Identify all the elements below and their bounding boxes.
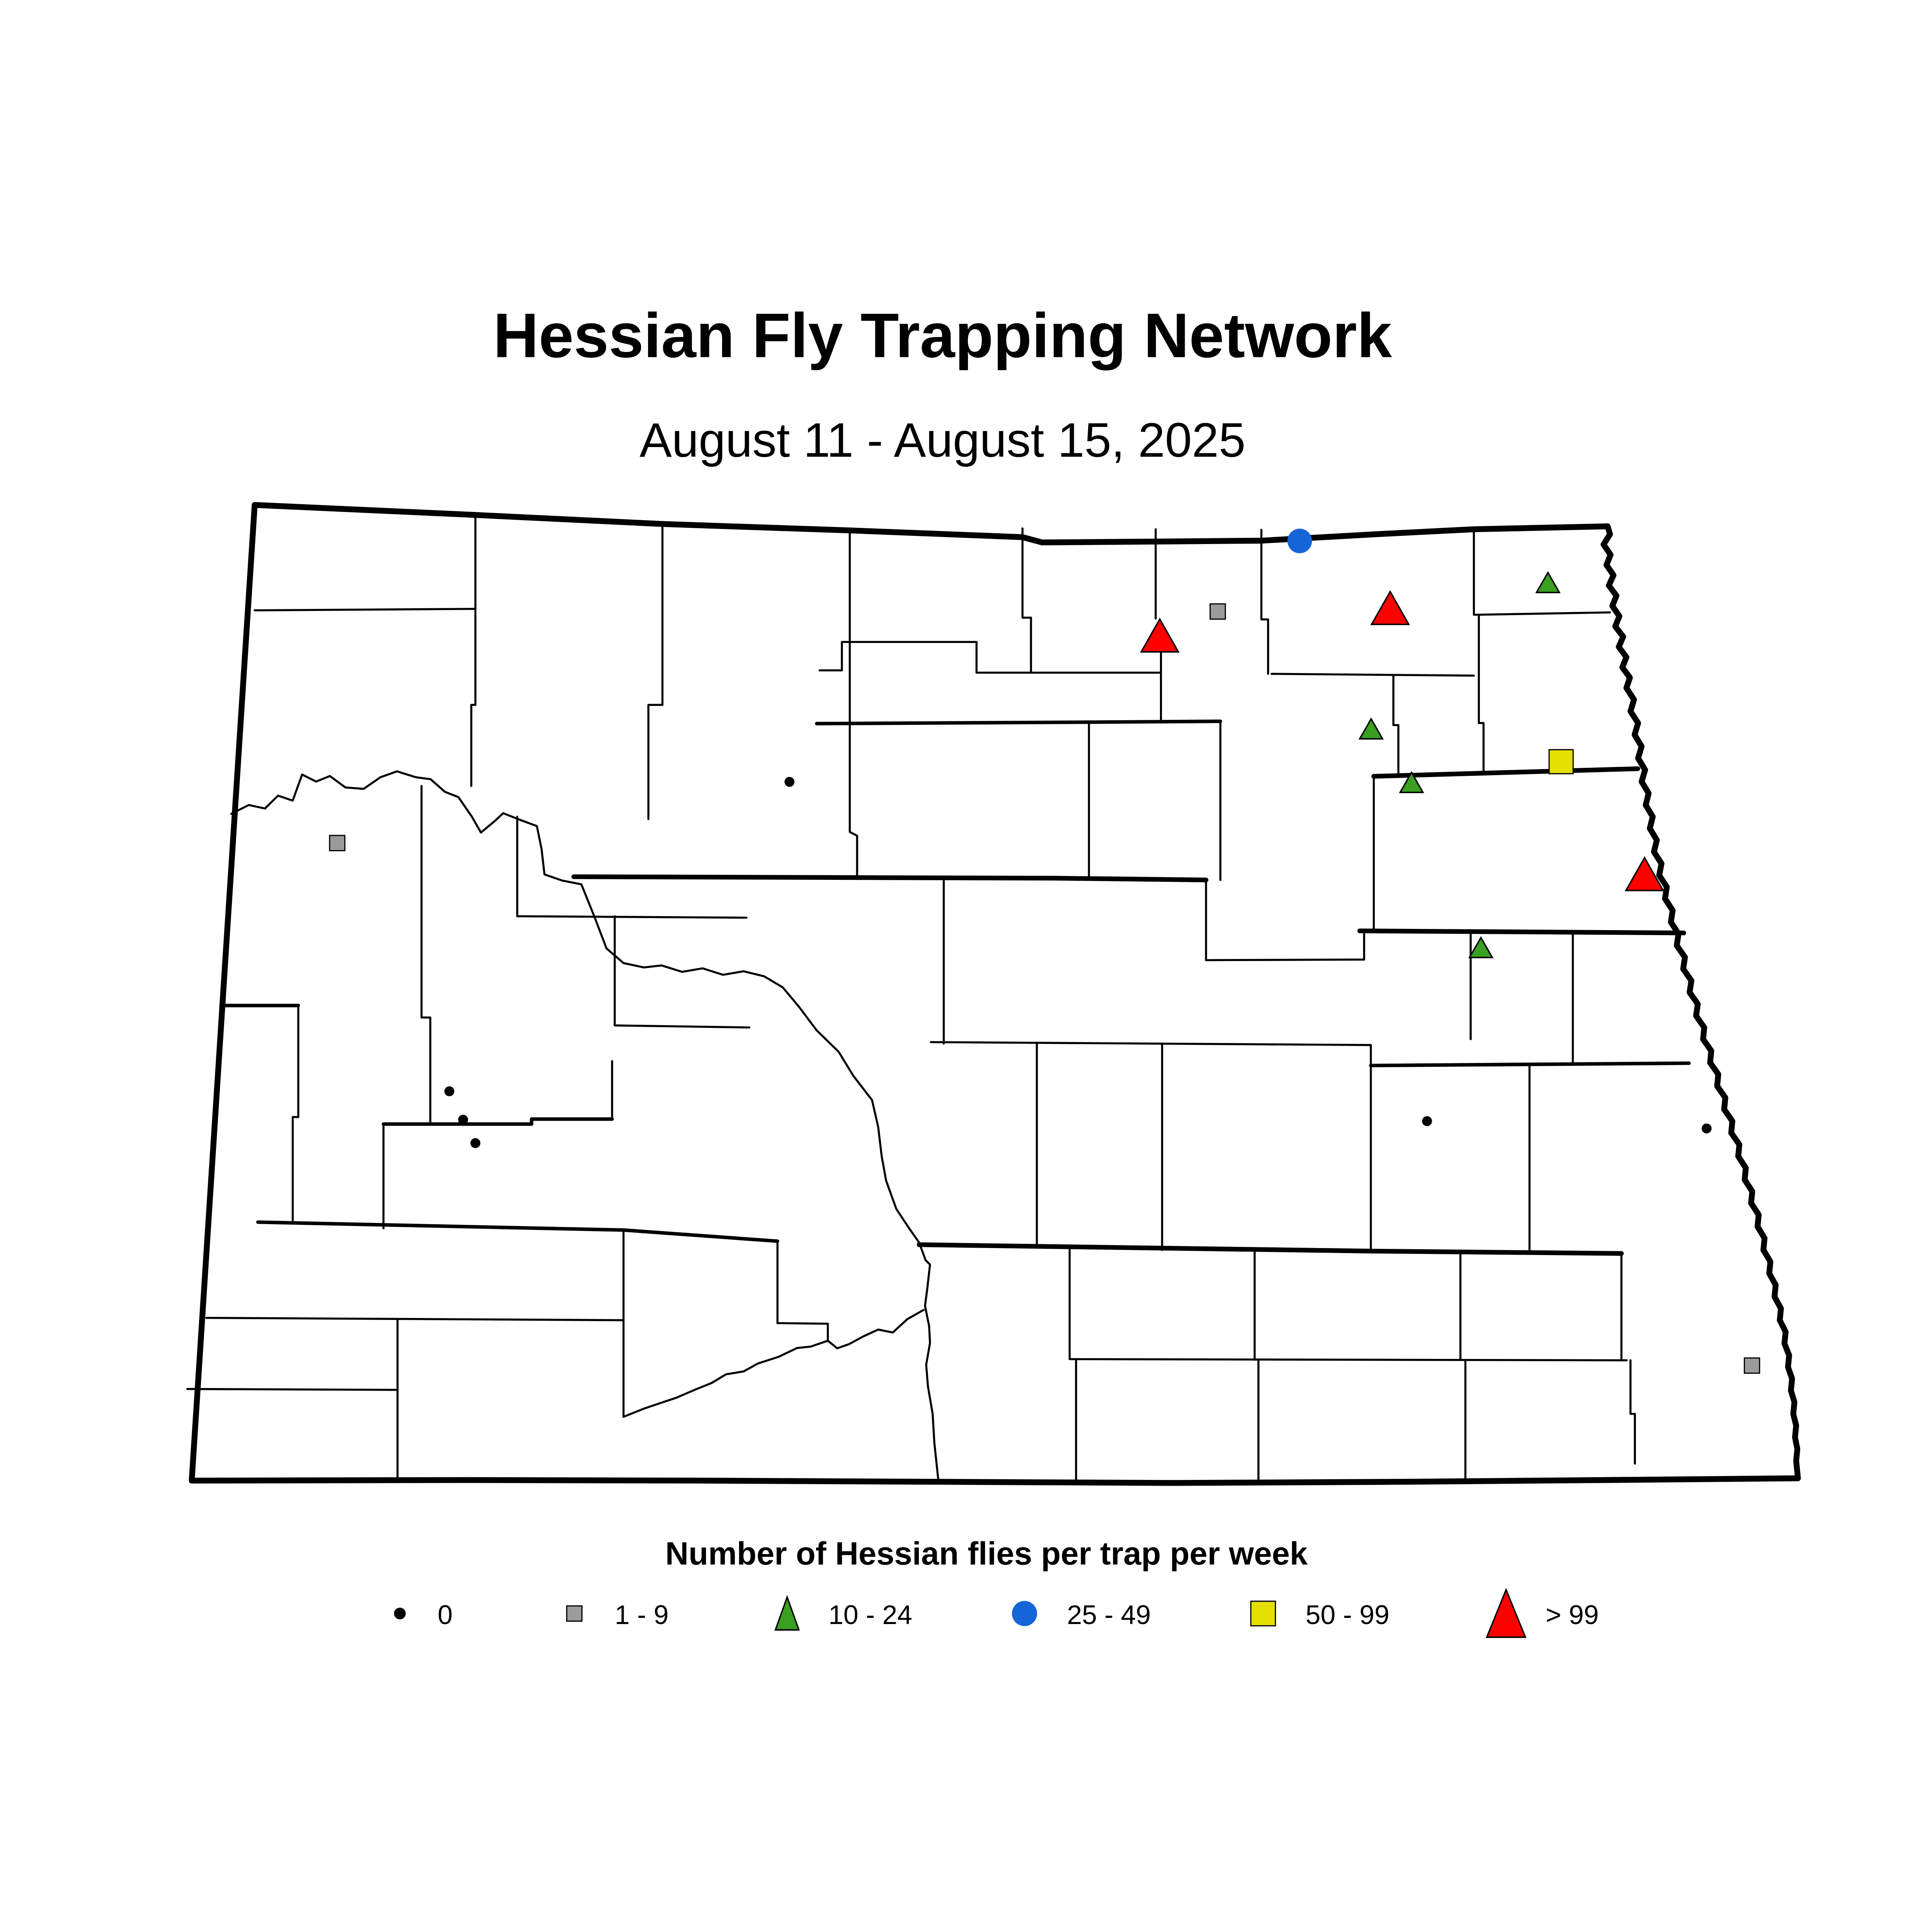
trap-marker [1548, 749, 1574, 774]
legend: Number of Hessian flies per trap per wee… [394, 1536, 1599, 1638]
legend-labels: 0 1 - 9 10 - 24 25 - 49 50 - 99 > 99 [438, 1600, 1599, 1630]
subtitle: August 11 - August 15, 2025 [639, 413, 1245, 467]
trap-marker [1370, 590, 1410, 625]
county-borders [186, 515, 1636, 1482]
trap-marker [1535, 571, 1561, 594]
trap-marker [1422, 1116, 1432, 1126]
trap-marker [784, 777, 795, 787]
page-title: Hessian Fly Trapping Network [493, 300, 1392, 371]
county-borders-thick [571, 766, 1686, 1256]
trap-markers [329, 529, 1760, 1374]
legend-label-4: 50 - 99 [1306, 1600, 1389, 1630]
trap-marker [470, 1138, 481, 1148]
legend-swatches [394, 1588, 1527, 1638]
legend-swatch-dot [394, 1607, 406, 1619]
trap-marker [1624, 856, 1665, 891]
legend-swatch-circle [1012, 1601, 1037, 1626]
legend-swatch-triangle [1485, 1588, 1527, 1638]
legend-swatch-triangle [774, 1595, 800, 1631]
trap-marker [458, 1114, 468, 1125]
trap-marker [1743, 1357, 1760, 1374]
legend-label-2: 10 - 24 [828, 1600, 912, 1630]
legend-label-1: 1 - 9 [615, 1600, 668, 1630]
missouri-river [230, 770, 939, 1480]
legend-label-3: 25 - 49 [1067, 1600, 1151, 1630]
trap-marker [1140, 617, 1180, 653]
river-lines [230, 770, 939, 1480]
legend-swatch-square [566, 1605, 583, 1622]
legend-label-5: > 99 [1546, 1600, 1599, 1630]
trap-marker [1399, 771, 1424, 793]
state-outline [189, 502, 1801, 1486]
trap-marker [1468, 936, 1494, 958]
trap-marker [1358, 717, 1384, 740]
trap-marker [1701, 1123, 1712, 1134]
trap-marker [1209, 603, 1226, 620]
trap-marker [1287, 529, 1312, 553]
cannonball-river [622, 1309, 925, 1418]
state-map [186, 502, 1801, 1486]
trap-marker [444, 1086, 454, 1097]
legend-swatch-square [1250, 1600, 1276, 1627]
county-borders-medium [219, 719, 1691, 1243]
legend-label-0: 0 [438, 1600, 453, 1630]
legend-title: Number of Hessian flies per trap per wee… [665, 1536, 1308, 1571]
trap-marker [329, 835, 345, 852]
